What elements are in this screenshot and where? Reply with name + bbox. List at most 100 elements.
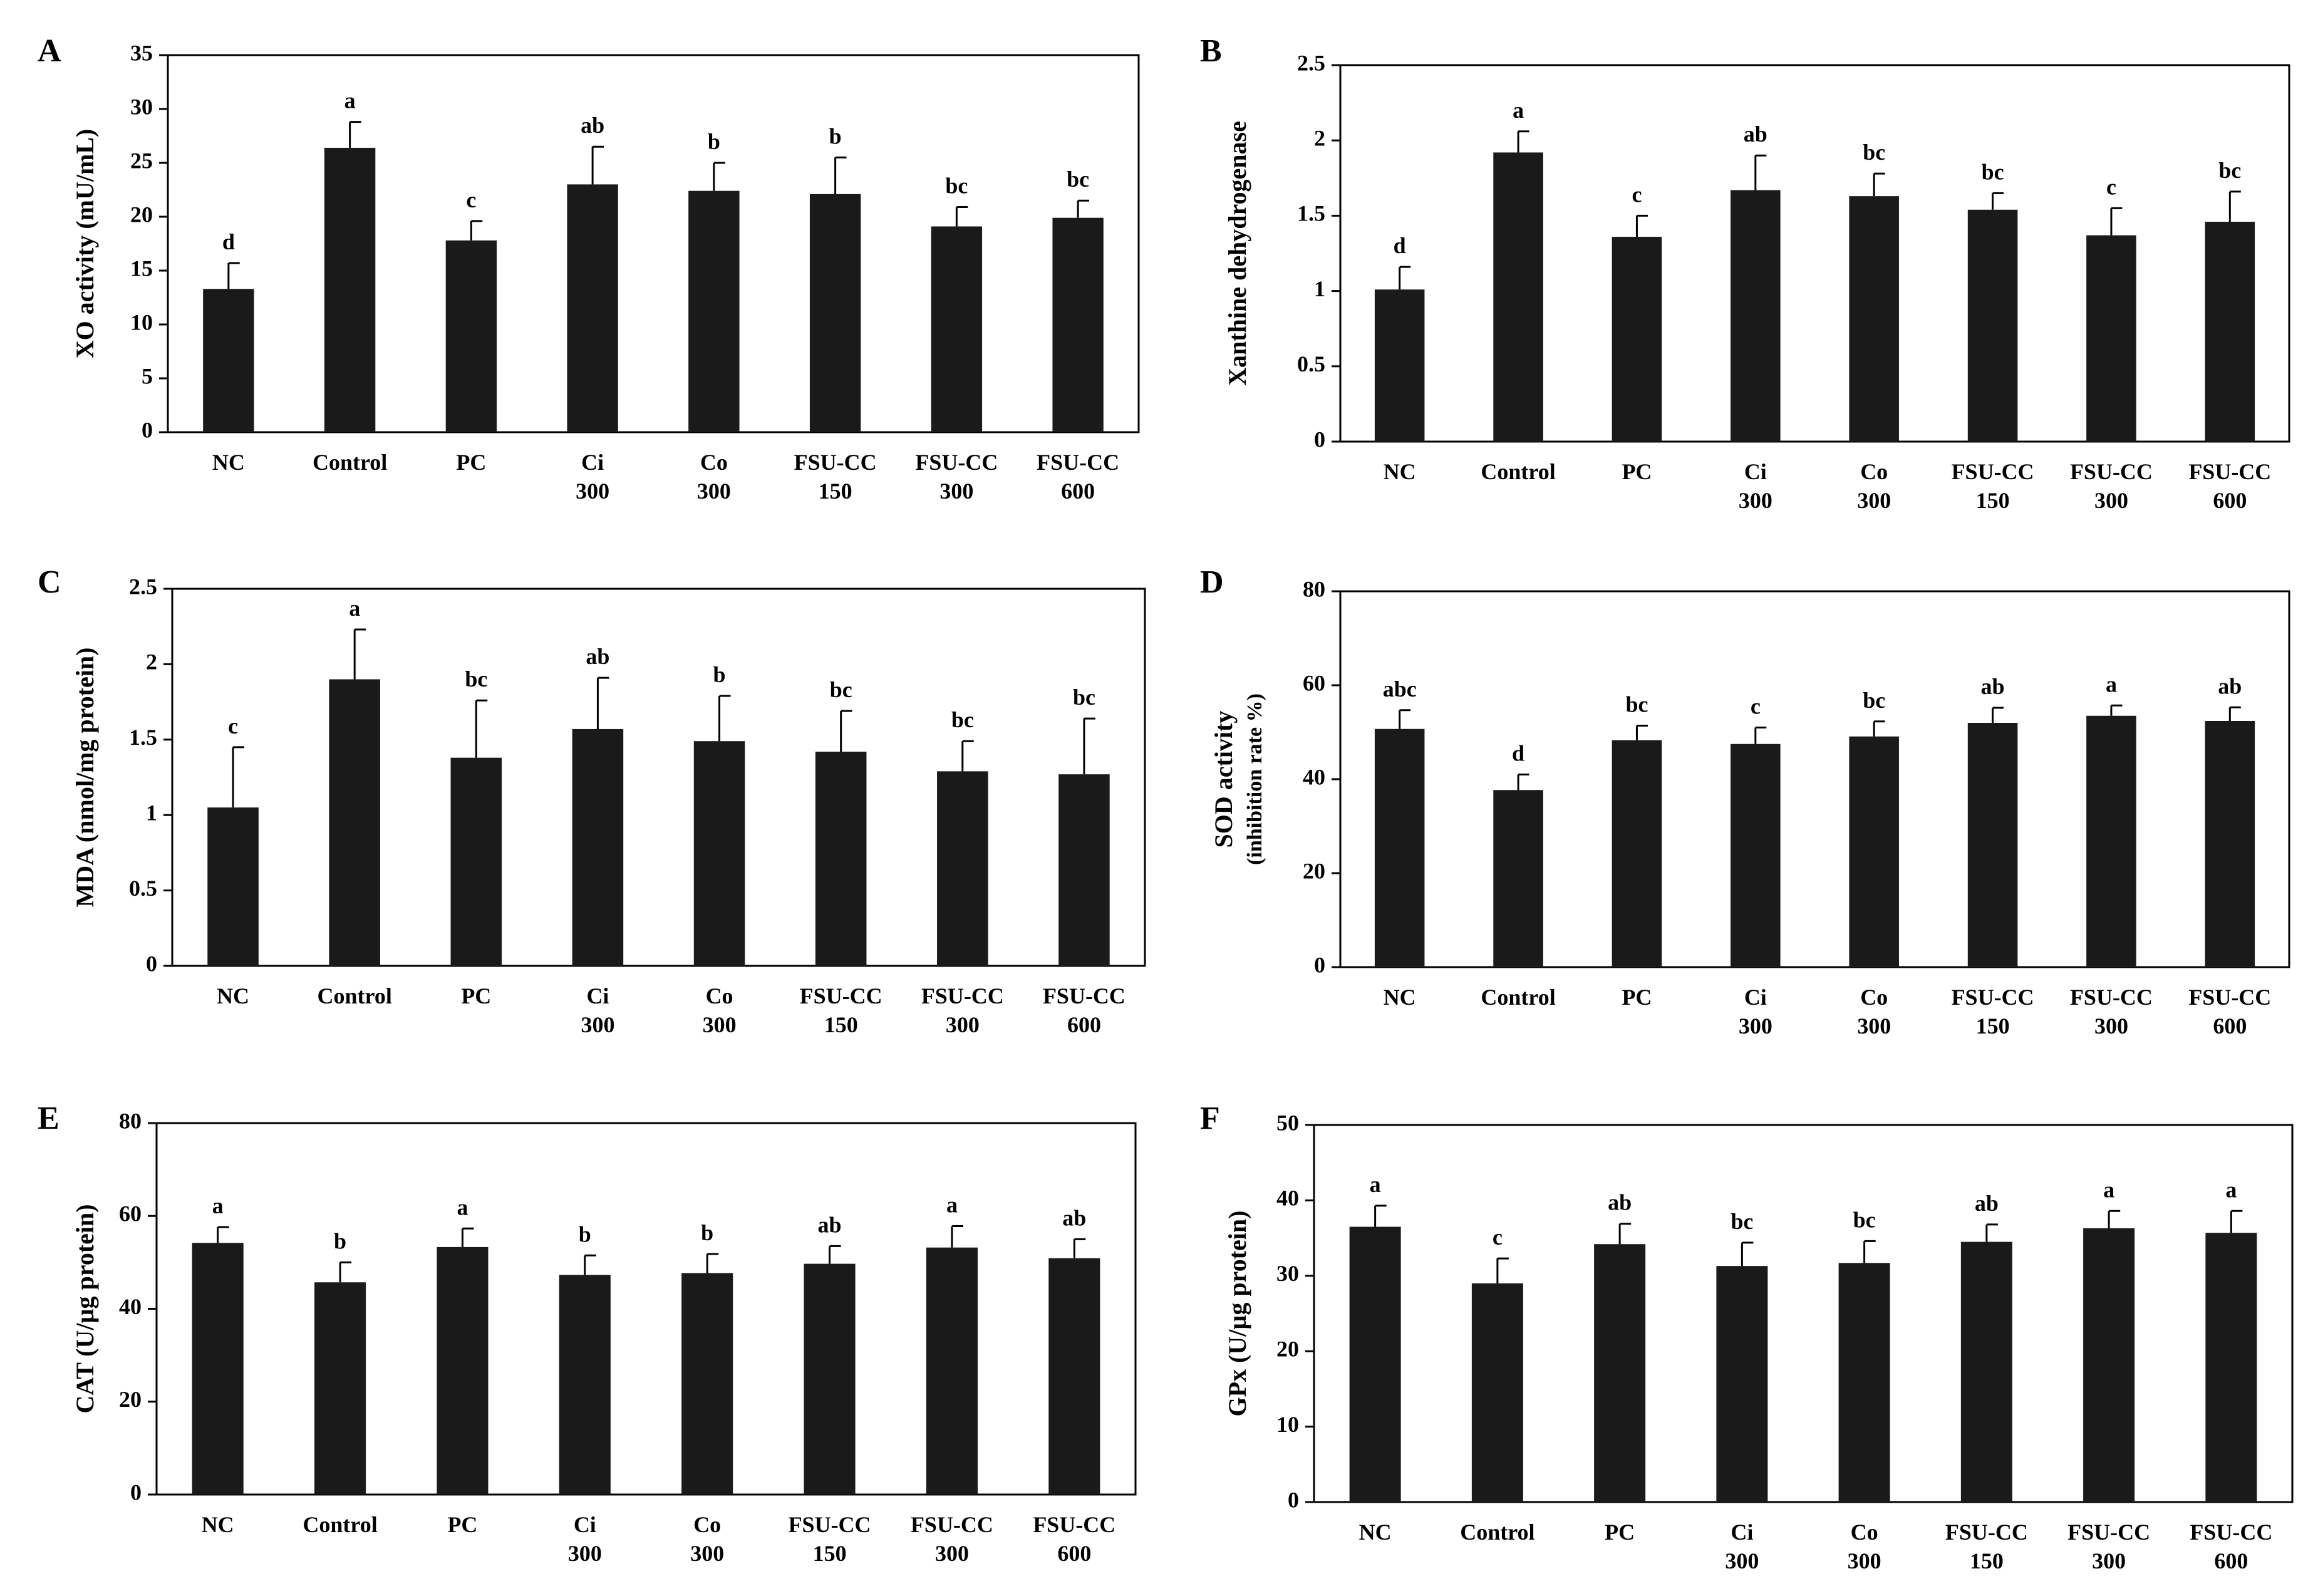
x-tick-label: 300 [1848,1548,1881,1573]
significance-letter: a [457,1194,468,1220]
significance-letter: bc [1982,159,2004,184]
bar [931,226,983,432]
y-tick-label: 60 [119,1201,142,1226]
x-tick-label: Co [700,450,728,475]
x-tick-label: FSU-CC [1952,459,2034,484]
bar [681,1273,733,1495]
x-tick-label: FSU-CC [2067,1520,2150,1545]
bar [1967,723,2018,967]
y-tick-label: 2.5 [129,574,157,599]
x-tick-label: Ci [574,1512,596,1537]
y-tick-label: 10 [1276,1412,1299,1437]
panel-C: C 0 0.5 1 1.5 2 2.5 MDA (nmol/mg protein) c NC a Co… [38,564,1146,1037]
bar [2083,1228,2135,1502]
plot-frame [1339,64,2290,443]
bar [203,289,254,432]
significance-letter: c [2106,174,2116,199]
y-axis-label: SOD activity [1209,711,1238,848]
x-tick-label: NC [202,1512,234,1537]
x-tick-label: Co [706,983,733,1008]
bar [2086,235,2136,442]
x-tick-label: 300 [1725,1548,1759,1573]
bar [1594,1244,1646,1502]
significance-letter: bc [945,174,968,199]
x-tick-label: 600 [2214,1548,2248,1573]
x-tick-label: PC [1622,985,1652,1010]
y-tick-label: 20 [130,202,153,227]
significance-letter: b [708,129,720,154]
bar [809,194,861,432]
x-tick-label: NC [212,450,245,475]
y-axis-label: XO activity (mU/mL) [71,129,99,359]
significance-letter: c [228,713,238,738]
significance-letter: ab [581,113,604,138]
bar [2205,1233,2257,1502]
significance-letter: ab [1981,674,2005,699]
significance-letter: a [2106,671,2117,697]
y-tick-label: 60 [1303,670,1325,695]
x-tick-label: Control [1481,459,1555,484]
x-tick-label: 300 [2094,1013,2128,1039]
significance-letter: a [212,1193,224,1218]
plot-frame [167,54,1140,433]
y-tick-label: 40 [119,1294,142,1319]
y-tick-label: 2 [146,650,157,675]
significance-letter: a [946,1193,958,1218]
x-tick-label: FSU-CC [800,983,882,1008]
x-tick-label: Ci [586,983,609,1008]
x-tick-label: 300 [568,1541,602,1566]
significance-letter: bc [1863,688,1885,713]
significance-letter: ab [818,1212,842,1237]
x-tick-label: Control [318,983,392,1008]
x-tick-label: 300 [690,1541,724,1566]
y-tick-label: 10 [130,309,153,334]
x-tick-label: 300 [576,479,609,504]
x-tick-label: 600 [1067,1012,1101,1037]
panel-label: B [1200,33,1222,69]
bar [937,771,988,966]
y-tick-label: 20 [1276,1336,1299,1361]
y-tick-label: 5 [142,363,153,388]
bar [192,1243,244,1495]
x-tick-label: 300 [581,1012,614,1037]
x-tick-label: FSU-CC [2188,985,2271,1010]
y-tick-label: 20 [119,1387,142,1412]
y-tick-label: 35 [130,40,153,65]
x-tick-label: FSU-CC [794,450,877,475]
x-tick-label: NC [1359,1520,1392,1545]
x-tick-label: FSU-CC [1952,985,2034,1010]
significance-letter: d [1512,741,1524,766]
significance-letter: abc [1383,676,1417,702]
significance-letter: c [1751,694,1761,719]
y-axis-label: GPx (U/µg protein) [1223,1211,1251,1417]
x-tick-label: 300 [939,479,973,504]
significance-letter: b [829,123,842,148]
x-tick-label: 300 [1739,1013,1772,1039]
x-tick-label: FSU-CC [921,983,1004,1008]
bar [445,240,497,432]
bar [1838,1263,1890,1502]
significance-letter: ab [1062,1205,1086,1230]
significance-letter: ab [1744,122,1767,147]
x-tick-label: Co [1860,459,1888,484]
y-tick-label: 30 [130,94,153,119]
x-tick-label: 150 [1976,1013,2010,1039]
plot-frame [1339,590,2290,968]
x-tick-label: FSU-CC [1033,1512,1115,1537]
y-axis-sublabel: (inhibition rate %) [1243,693,1266,865]
bar [207,807,259,966]
x-tick-label: PC [1622,459,1652,484]
bar [1374,289,1425,442]
x-tick-label: FSU-CC [2188,459,2271,484]
significance-letter: ab [2218,673,2242,698]
x-tick-label: 600 [2213,488,2247,513]
x-tick-label: NC [1384,985,1416,1010]
significance-letter: b [579,1221,591,1246]
significance-letter: a [344,88,356,113]
panel-F: F 0 10 20 30 40 50 GPx (U/µg protein) a NC c Contro… [1200,1101,2294,1573]
panel-E: E 0 20 40 60 80 CAT (U/µg protein) a NC b Control a… [38,1101,1137,1566]
bar [1052,217,1104,432]
x-tick-label: Co [1851,1520,1878,1545]
y-tick-label: 0 [130,1479,142,1505]
significance-letter: bc [951,707,974,732]
